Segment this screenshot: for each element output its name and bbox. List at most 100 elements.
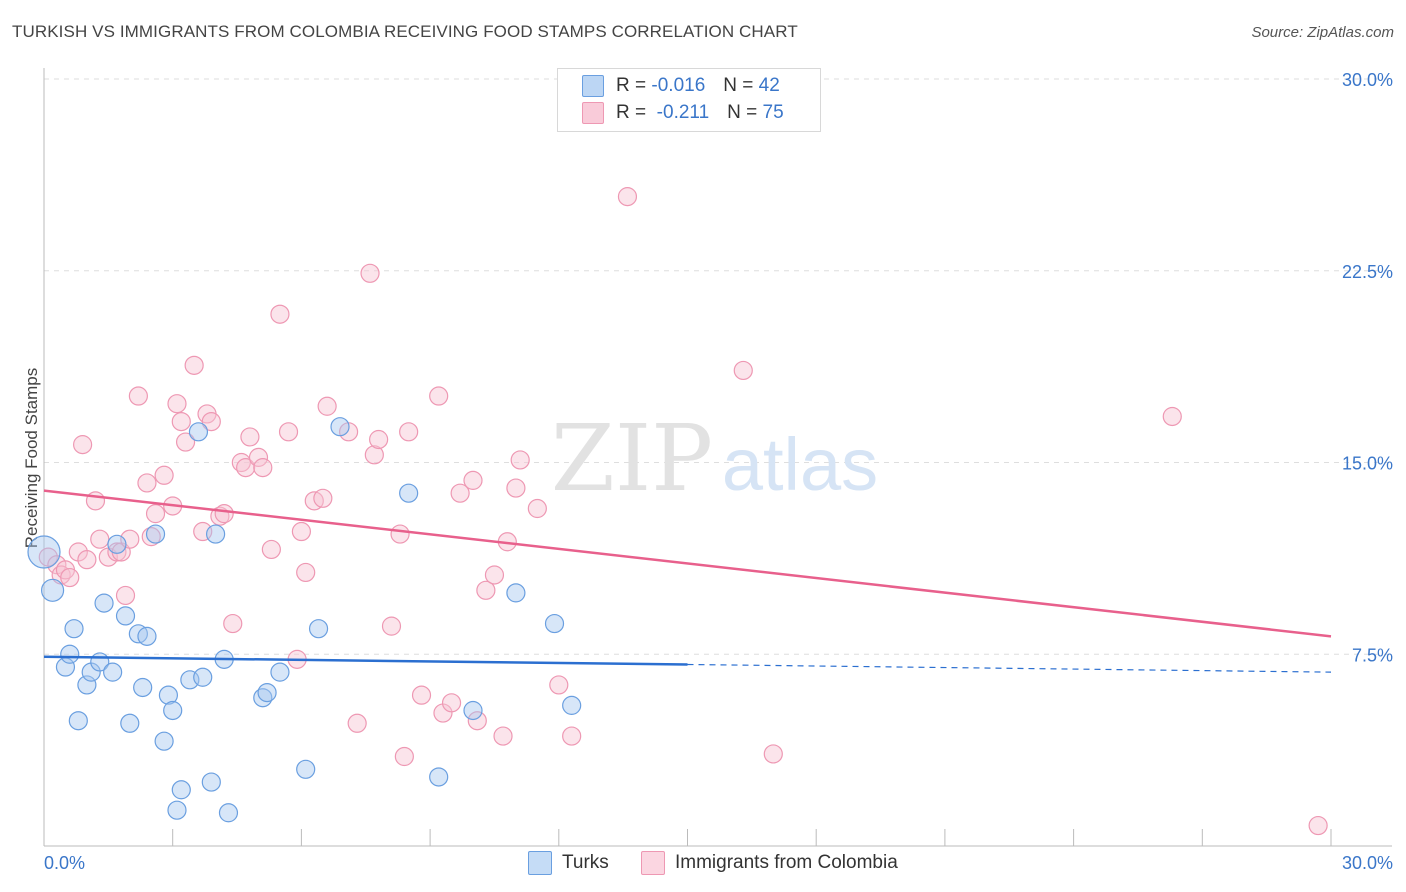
legend-n-label: N = [723, 75, 754, 96]
legend-n-label: N = [727, 102, 758, 123]
point-colombia [506, 478, 526, 498]
point-colombia [450, 483, 470, 503]
point-colombia [248, 447, 269, 467]
y-tick-label: 22.5% [1342, 262, 1393, 282]
legend-swatch-colombia [582, 102, 604, 124]
point-colombia [390, 524, 410, 544]
series-legend: Turks Immigrants from Colombia [0, 851, 1406, 877]
point-colombia [107, 542, 127, 562]
point-colombia [1162, 406, 1182, 427]
legend-n-value: 42 [758, 75, 780, 96]
point-turks [68, 711, 88, 731]
tick-labels: 7.5% 15.0% 22.5% 30.0% 0.0% 30.0% [44, 70, 1393, 873]
point-colombia [347, 713, 367, 733]
point-colombia [154, 465, 174, 485]
trend-lines [43, 489, 1332, 673]
point-colombia [411, 685, 432, 705]
point-turks [94, 593, 114, 613]
point-turks [218, 803, 239, 823]
point-colombia [1308, 815, 1328, 836]
legend-row-turks: R = -0.016 N = 42 [582, 74, 780, 98]
legend-swatch-turks [528, 851, 552, 875]
point-colombia [223, 613, 243, 634]
point-colombia [128, 386, 148, 406]
point-turks [103, 662, 123, 682]
point-colombia [201, 411, 221, 432]
y-tick-label: 7.5% [1352, 645, 1393, 665]
legend-label-colombia: Immigrants from Colombia [675, 852, 898, 873]
point-colombia [214, 504, 234, 524]
point-turks [27, 535, 61, 569]
legend-item-turks[interactable]: Turks [528, 851, 609, 875]
point-turks [167, 800, 187, 820]
point-colombia [510, 450, 530, 470]
point-colombia [115, 585, 136, 606]
point-colombia [236, 458, 256, 478]
trend-line-turks [43, 655, 688, 666]
trend-line-colombia [43, 489, 1332, 638]
point-colombia [60, 567, 80, 588]
legend-row-colombia: R = -0.211 N = 75 [582, 101, 784, 125]
axes [43, 68, 1392, 847]
point-colombia [270, 304, 290, 324]
point-turks [154, 731, 174, 751]
point-colombia [463, 470, 483, 490]
legend-n-value: 75 [762, 102, 784, 123]
point-turks [60, 644, 80, 664]
point-colombia [549, 675, 569, 695]
point-turks [107, 534, 127, 554]
watermark: ZIP atlas [551, 405, 878, 512]
point-colombia [90, 529, 110, 549]
point-colombia [313, 488, 333, 508]
point-turks [77, 675, 97, 695]
point-turks [544, 613, 565, 634]
legend-item-colombia[interactable]: Immigrants from Colombia [641, 851, 898, 875]
point-turks [506, 583, 526, 603]
point-colombia [120, 529, 140, 549]
legend-r-label: R = [616, 102, 647, 123]
point-colombia [467, 711, 487, 731]
point-colombia [429, 386, 449, 406]
point-turks [120, 713, 140, 733]
point-colombia [317, 396, 337, 416]
point-colombia [184, 355, 204, 375]
point-colombia [399, 422, 419, 442]
legend-swatch-turks [582, 75, 604, 97]
point-colombia [763, 744, 783, 764]
y-tick-label: 30.0% [1342, 70, 1393, 90]
legend-r-label: R = [616, 75, 647, 96]
point-colombia [476, 580, 496, 600]
chart-title: TURKISH VS IMMIGRANTS FROM COLOMBIA RECE… [12, 22, 798, 41]
point-turks [145, 524, 166, 544]
point-colombia [278, 422, 299, 442]
legend-r-value: -0.211 [651, 102, 710, 123]
point-turks [330, 417, 350, 437]
point-colombia [369, 429, 389, 450]
correlation-legend: R = -0.016 N = 42 R = -0.211 N = 75 [557, 68, 821, 132]
point-colombia [733, 360, 753, 381]
point-colombia [175, 432, 196, 452]
point-colombia [167, 394, 187, 414]
point-turks [64, 619, 84, 639]
point-colombia [394, 746, 414, 767]
point-colombia [441, 693, 462, 713]
point-colombia [261, 539, 281, 560]
point-colombia [617, 187, 638, 207]
point-colombia [364, 445, 384, 465]
point-turks [206, 524, 226, 544]
point-turks [133, 677, 153, 698]
point-turks [201, 772, 221, 792]
point-turks [158, 685, 179, 705]
point-turks [40, 578, 65, 602]
point-turks [270, 662, 290, 682]
legend-r-value: -0.016 [651, 75, 706, 96]
point-turks [257, 682, 277, 703]
point-turks [188, 422, 209, 442]
point-turks [296, 759, 316, 779]
point-colombia [562, 726, 582, 746]
trend-line-turks-extension [687, 663, 1332, 673]
point-colombia [240, 427, 260, 447]
point-turks [429, 767, 449, 787]
data-points [27, 187, 1328, 836]
